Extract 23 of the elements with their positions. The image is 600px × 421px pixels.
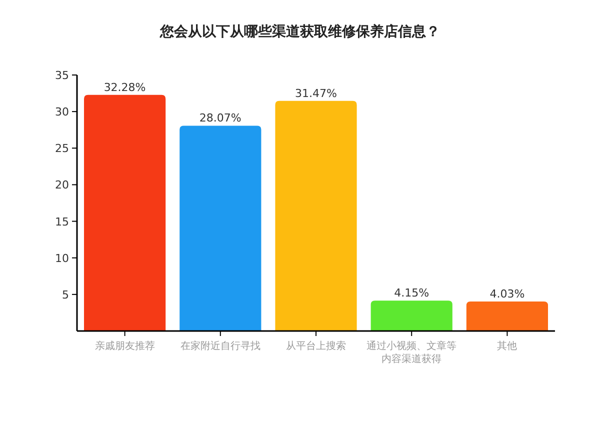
bar	[84, 94, 166, 331]
bar	[180, 126, 262, 331]
y-tick-label: 5	[62, 288, 69, 302]
x-tick-label: 通过小视频、文章等内容渠道获得	[366, 340, 457, 365]
bar	[466, 302, 548, 331]
data-label: 4.15%	[394, 286, 430, 300]
bar	[275, 100, 357, 331]
bar	[370, 300, 452, 331]
y-tick-label: 30	[55, 106, 69, 119]
y-tick-label: 20	[55, 178, 69, 192]
y-tick-label: 15	[55, 215, 69, 228]
x-tick-label: 在家附近自行寻找	[180, 340, 260, 352]
data-label: 4.03%	[490, 288, 525, 301]
chart-title: 您会从以下从哪些渠道获取维修保养店信息？	[159, 23, 440, 40]
y-tick-label: 35	[55, 69, 69, 82]
x-tick-label: 亲戚朋友推荐	[94, 340, 155, 352]
data-label: 32.28%	[104, 80, 146, 94]
x-tick-label: 其他	[497, 340, 518, 352]
y-tick-label: 10	[55, 252, 69, 265]
data-label: 28.07%	[199, 112, 242, 125]
x-tick-label: 从平台上搜索	[286, 340, 346, 352]
data-label: 31.47%	[295, 86, 337, 100]
y-tick-label: 25	[55, 142, 69, 156]
